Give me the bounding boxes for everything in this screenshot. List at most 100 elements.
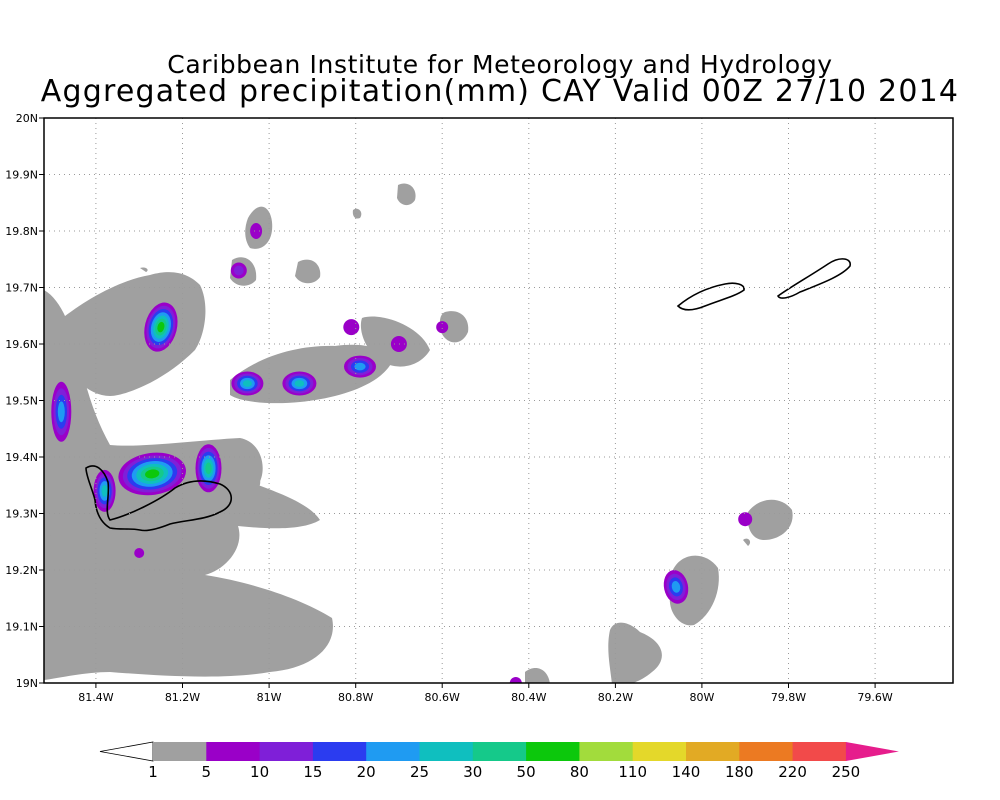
y-tick-label: 19.9N	[5, 169, 38, 182]
precip-cell	[195, 444, 222, 493]
colorbar-label: 140	[672, 763, 701, 781]
precip-cell	[230, 262, 247, 279]
precip-contour	[671, 581, 681, 593]
precip-contour	[343, 319, 360, 336]
light-precip-area	[44, 290, 333, 680]
precip-cell	[343, 319, 360, 336]
x-tick-label: 80.2W	[598, 691, 633, 704]
colorbar-label: 1	[148, 763, 158, 781]
colorbar-swatch	[472, 742, 527, 761]
map-subtitle: Aggregated precipitation(mm) CAY Valid 0…	[40, 74, 960, 109]
x-tick-label: 81.4W	[78, 691, 113, 704]
colorbar-swatch	[739, 742, 794, 761]
y-tick-label: 20N	[16, 112, 38, 125]
colorbar-swatch	[312, 742, 367, 761]
light-precip-area	[140, 267, 148, 272]
light-precip-area	[60, 272, 206, 396]
plot-area	[44, 183, 851, 683]
colorbar: 1 5 10 15 20 25 30 50 80 110 140 180 220 250	[99, 741, 899, 781]
colorbar-label: 5	[202, 763, 212, 781]
precip-cell	[663, 570, 689, 604]
precip-contour	[509, 677, 522, 683]
colorbar-swatch	[366, 742, 420, 761]
light-precip-area	[295, 259, 321, 284]
y-tick-label: 19.2N	[5, 564, 38, 577]
colorbar-swatch	[632, 742, 687, 761]
colorbar-label: 250	[832, 763, 861, 781]
precip-contour	[57, 401, 65, 423]
precip-contour	[205, 462, 212, 475]
island-outline	[85, 465, 233, 532]
colorbar-label: 30	[463, 763, 482, 781]
colorbar-over-arrow	[845, 742, 899, 761]
colorbar-label: 10	[250, 763, 269, 781]
precip-cells	[51, 223, 753, 683]
y-tick-label: 19N	[16, 677, 38, 690]
colorbar-swatch	[259, 742, 314, 761]
precip-cell	[390, 336, 407, 352]
y-tick-label: 19.4N	[5, 451, 38, 464]
colorbar-under-arrow	[99, 741, 154, 762]
y-tick-label: 19.5N	[5, 395, 38, 408]
light-precip-area	[397, 183, 416, 206]
precip-contour	[242, 380, 252, 387]
colorbar-label: 180	[725, 763, 754, 781]
colorbar-swatch	[526, 742, 580, 761]
island-outline	[776, 258, 851, 299]
x-tick-label: 81W	[257, 691, 282, 704]
y-tick-label: 19.6N	[5, 338, 38, 351]
colorbar-label: 220	[778, 763, 807, 781]
land-outlines	[85, 258, 851, 532]
colorbar-label: 25	[410, 763, 429, 781]
precip-cell	[344, 355, 376, 378]
precip-cell	[282, 371, 317, 396]
precip-contour	[145, 469, 160, 479]
x-tick-label: 80W	[689, 691, 714, 704]
precip-cell	[250, 223, 263, 239]
precip-cell	[231, 371, 264, 396]
colorbar-swatch	[792, 742, 847, 761]
x-tick-label: 80.6W	[425, 691, 460, 704]
precip-contour	[390, 336, 407, 352]
colorbar-swatch	[419, 742, 474, 761]
grid	[44, 117, 953, 684]
precip-contour	[738, 512, 753, 527]
light-precip-area	[747, 499, 793, 540]
precip-cell	[93, 469, 116, 512]
colorbar-swatch	[579, 742, 634, 761]
x-tick-label: 79.8W	[771, 691, 806, 704]
map-title: Caribbean Institute for Meteorology and …	[167, 50, 833, 79]
light-precip-area	[669, 555, 719, 626]
light-precip-area	[525, 668, 550, 683]
colorbar-label: 50	[517, 763, 536, 781]
precip-cell	[738, 512, 753, 527]
precip-contour	[436, 321, 449, 334]
precip-cell	[509, 677, 522, 683]
colorbar-swatch	[686, 742, 740, 761]
precip-contour	[294, 380, 305, 387]
y-tick-label: 19.7N	[5, 282, 38, 295]
precip-cell	[436, 321, 449, 334]
y-tick-label: 19.8N	[5, 225, 38, 238]
light-precip-layer	[44, 183, 793, 683]
light-precip-area	[439, 311, 469, 343]
precip-contour	[354, 362, 366, 371]
precip-contour	[233, 265, 244, 276]
x-tick-label: 80.4W	[511, 691, 546, 704]
x-tick-label: 80.8W	[338, 691, 373, 704]
light-precip-area	[352, 208, 362, 219]
precip-cell	[134, 548, 145, 558]
y-tick-label: 19.3N	[5, 508, 38, 521]
colorbar-label: 20	[357, 763, 376, 781]
colorbar-label: 80	[570, 763, 589, 781]
precip-cell	[118, 452, 186, 496]
precip-contour	[101, 484, 108, 497]
island-outline	[676, 282, 745, 311]
precip-contour	[134, 548, 145, 558]
precip-contour	[250, 223, 263, 239]
precip-cell	[144, 302, 178, 352]
x-tick-label: 81.2W	[165, 691, 200, 704]
colorbar-swatch	[153, 742, 207, 761]
x-tick-label: 79.6W	[857, 691, 892, 704]
